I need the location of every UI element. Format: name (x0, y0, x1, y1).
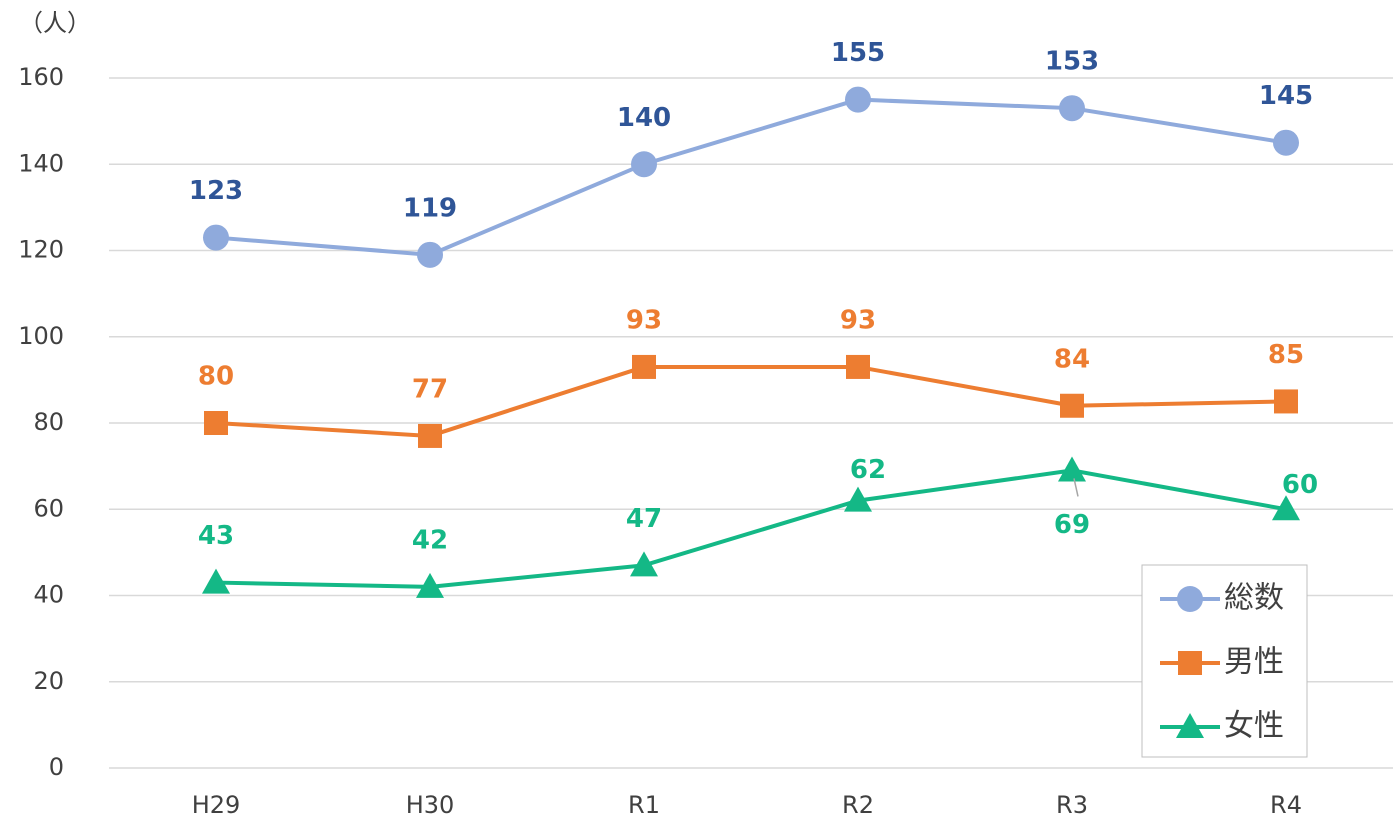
marker (1274, 389, 1298, 414)
y-tick-label: 60 (33, 494, 64, 522)
marker (632, 354, 656, 379)
legend-label: 総数 (1224, 581, 1284, 616)
marker (844, 486, 872, 512)
legend-label: 男性 (1224, 645, 1284, 680)
x-tick-label: H30 (406, 791, 455, 819)
data-label: 47 (626, 504, 662, 534)
y-tick-label: 120 (18, 236, 64, 264)
series-line (215, 468, 1287, 589)
data-label: 69 (1054, 510, 1090, 540)
data-label: 62 (850, 455, 886, 485)
y-tick-label: 0 (49, 753, 64, 781)
data-label: 145 (1259, 81, 1313, 111)
x-tick-label: R2 (842, 791, 874, 819)
data-label: 123 (189, 176, 243, 206)
marker (202, 568, 230, 594)
legend-marker (1178, 651, 1202, 675)
y-tick-label: 100 (18, 322, 64, 350)
y-tick-label: 140 (18, 149, 64, 177)
series-line (215, 97, 1287, 257)
marker (1058, 456, 1086, 482)
leader-line (1073, 478, 1079, 497)
data-label: 155 (831, 38, 885, 68)
data-label: 84 (1054, 344, 1090, 374)
marker (846, 354, 870, 379)
legend-marker (1176, 713, 1204, 738)
marker (418, 423, 442, 448)
data-label: 80 (198, 362, 234, 392)
data-label: 93 (626, 305, 662, 335)
x-tick-label: R1 (628, 791, 660, 819)
x-tick-label: H29 (192, 791, 241, 819)
x-tick-label: R3 (1056, 791, 1088, 819)
series-line (215, 364, 1287, 438)
marker (416, 572, 444, 598)
data-label: 42 (412, 525, 448, 555)
data-label: 93 (840, 305, 876, 335)
marker (631, 151, 657, 178)
marker (1272, 495, 1300, 521)
marker (417, 241, 443, 268)
data-label: 43 (198, 521, 234, 551)
data-label: 85 (1268, 340, 1304, 370)
legend-marker (1177, 586, 1203, 612)
data-label: 119 (403, 193, 457, 223)
data-label: 60 (1282, 470, 1318, 500)
data-label: 140 (617, 103, 671, 133)
y-tick-label: 80 (33, 408, 64, 436)
marker (1060, 393, 1084, 418)
marker (204, 411, 228, 435)
marker (630, 551, 658, 577)
legend-label: 女性 (1224, 709, 1284, 744)
marker (845, 86, 871, 113)
marker (1273, 129, 1299, 156)
marker (1059, 95, 1085, 122)
marker (203, 224, 229, 251)
data-label: 77 (412, 374, 448, 404)
y-tick-label: 40 (33, 581, 64, 609)
data-label: 153 (1045, 47, 1099, 77)
x-tick-label: R4 (1270, 791, 1302, 819)
y-tick-label: 20 (33, 667, 64, 695)
y-tick-label: 160 (18, 63, 64, 91)
y-axis-label: （人） (19, 9, 91, 37)
